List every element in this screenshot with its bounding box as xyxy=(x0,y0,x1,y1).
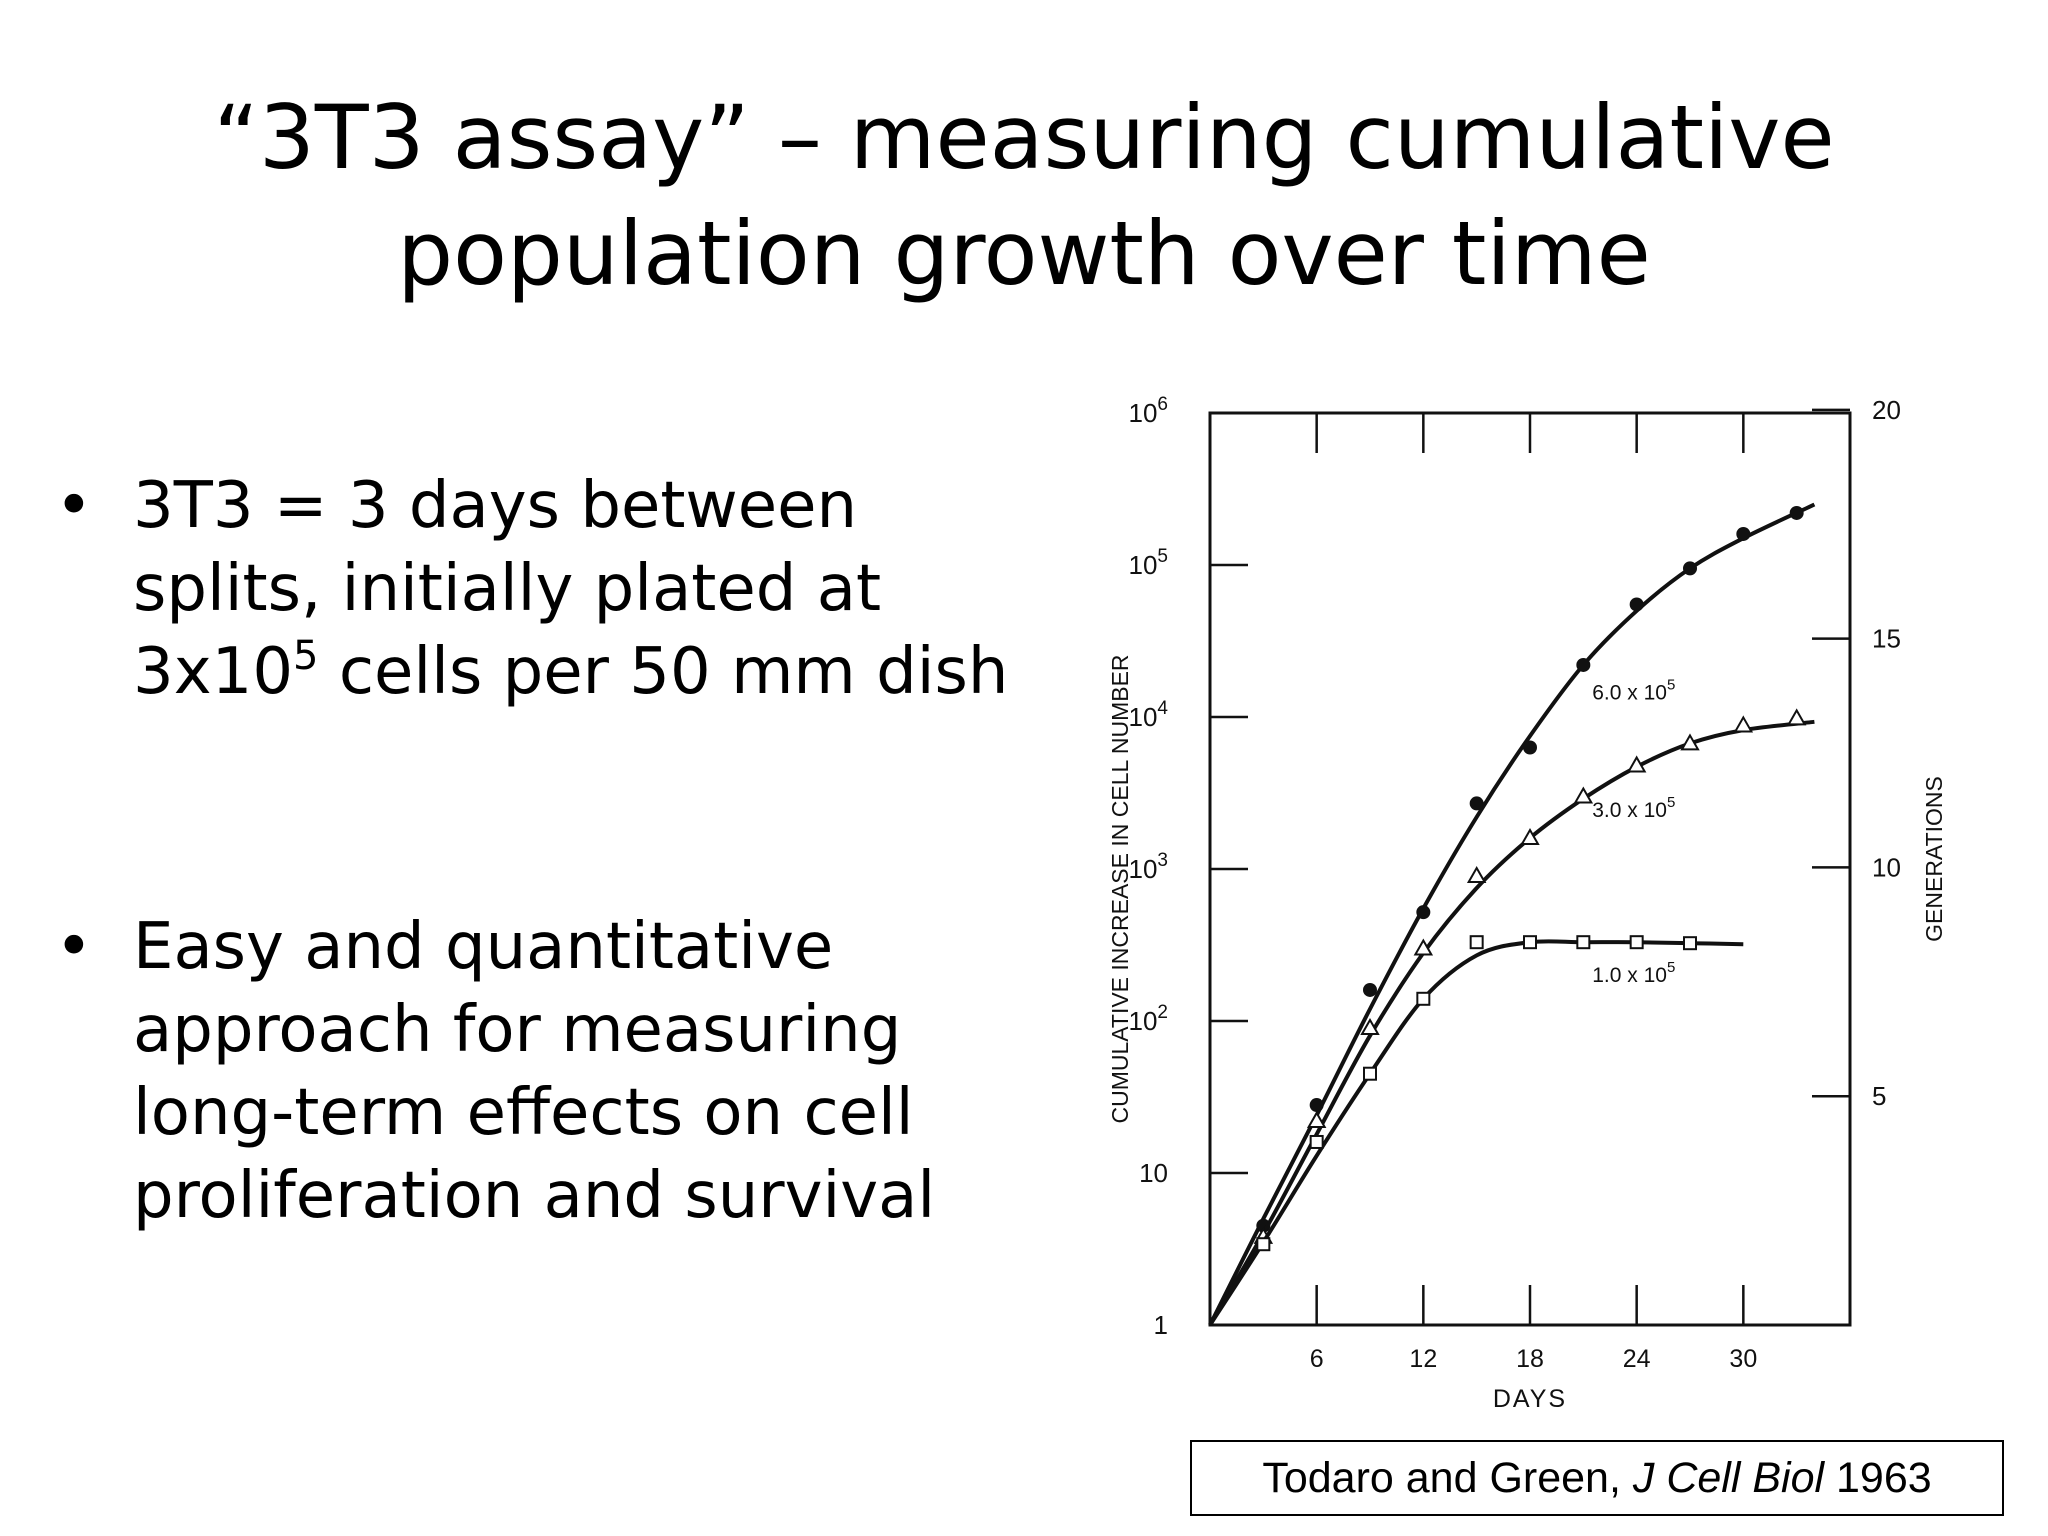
data-point-triangle xyxy=(1786,708,1807,726)
bullet-line: 3T3 = 3 days between xyxy=(133,469,858,543)
data-point-square xyxy=(1256,1237,1271,1252)
data-point-square xyxy=(1363,1066,1377,1081)
data-point-triangle xyxy=(1573,786,1594,804)
bullet-item-3t3: • 3T3 = 3 days between splits, initially… xyxy=(55,465,1035,714)
data-point-square xyxy=(1576,935,1591,950)
data-point-circle xyxy=(1576,657,1591,672)
data-point-circle xyxy=(1789,505,1804,520)
y2-tick-label: 15 xyxy=(1872,624,1901,654)
data-point-triangle xyxy=(1680,733,1700,751)
bullet-line-part: cells per 50 mm dish xyxy=(318,635,1009,709)
data-point-circle xyxy=(1523,740,1537,755)
series-2: 3.0 x 105 xyxy=(1208,708,1815,1327)
data-point-square xyxy=(1469,935,1484,950)
bullet-list: • 3T3 = 3 days between splits, initially… xyxy=(55,465,1035,1238)
citation-year: 1963 xyxy=(1824,1454,1932,1502)
bullet-line: approach for measuring xyxy=(133,993,902,1067)
series-label: 3.0 x 105 xyxy=(1592,794,1675,822)
data-point-circle xyxy=(1309,1098,1324,1113)
bullet-text: 3T3 = 3 days between splits, initially p… xyxy=(133,465,1035,714)
slide-title-line-1: “3T3 assay” – measuring cumulative xyxy=(213,86,1835,189)
series-1: 6.0 x 105 xyxy=(1208,502,1816,1326)
data-point-square xyxy=(1523,935,1537,950)
x-tick-label: 12 xyxy=(1409,1345,1437,1373)
data-point-triangle xyxy=(1520,827,1540,845)
slide-title-line-2: population growth over time xyxy=(397,202,1651,305)
y2-axis-label: GENERATIONS xyxy=(1921,776,1947,942)
data-point-triangle xyxy=(1413,938,1434,956)
data-point-circle xyxy=(1683,561,1697,576)
data-point-circle xyxy=(1736,526,1751,541)
bullet-item-approach: • Easy and quantitative approach for mea… xyxy=(55,906,1035,1238)
x-axis-label: DAYS xyxy=(1493,1385,1567,1413)
data-point-circle xyxy=(1363,982,1377,997)
superscript-exponent: 5 xyxy=(293,633,319,679)
y-tick-label: 105 xyxy=(1129,546,1169,580)
y-tick-label: 104 xyxy=(1129,698,1169,732)
x-tick-label: 18 xyxy=(1516,1345,1544,1373)
data-point-circle xyxy=(1416,905,1431,920)
citation-box: Todaro and Green, J Cell Biol 1963 xyxy=(1190,1440,2004,1516)
series-line xyxy=(1208,939,1744,1327)
slide-title: “3T3 assay” – measuring cumulative popul… xyxy=(0,80,2048,312)
data-point-circle xyxy=(1629,597,1644,612)
data-point-square xyxy=(1416,991,1431,1006)
data-point-triangle xyxy=(1306,1110,1327,1128)
series-line xyxy=(1208,719,1815,1327)
growth-chart: 1 10 102 103 104 105 106 6 12 18 24 30 5 10 15 20 6.0 x… xyxy=(1107,395,1947,1413)
data-point-triangle xyxy=(1626,755,1647,773)
bullet-marker: • xyxy=(55,910,93,984)
y-tick-label: 10 xyxy=(1139,1158,1168,1188)
series-label: 1.0 x 105 xyxy=(1592,959,1675,987)
citation-journal: J Cell Biol xyxy=(1632,1454,1825,1502)
citation-authors: Todaro and Green, xyxy=(1262,1454,1633,1502)
data-point-triangle xyxy=(1360,1017,1380,1035)
bullet-line: splits, initially plated at xyxy=(133,552,882,626)
data-point-triangle xyxy=(1466,865,1487,883)
data-point-square xyxy=(1683,936,1697,951)
bullet-line: long-term effects on cell xyxy=(133,1076,914,1150)
data-point-triangle xyxy=(1733,715,1754,733)
y2-tick-label: 5 xyxy=(1872,1081,1886,1111)
y-tick-label: 1 xyxy=(1154,1310,1168,1340)
series-3: 1.0 x 105 xyxy=(1208,935,1744,1327)
y-tick-label: 103 xyxy=(1129,850,1169,884)
x-tick-label: 30 xyxy=(1729,1345,1757,1373)
bullet-marker: • xyxy=(55,469,93,543)
bullet-text: Easy and quantitative approach for measu… xyxy=(133,906,1035,1238)
chart-series: 6.0 x 105 3.0 x 105 1.0 x 105 xyxy=(1208,502,1816,1327)
series-label: 6.0 x 105 xyxy=(1592,677,1675,705)
data-point-circle xyxy=(1469,796,1484,811)
x-tick-label: 6 xyxy=(1310,1345,1324,1373)
data-point-square xyxy=(1629,935,1644,950)
plot-frame xyxy=(1208,411,1852,1327)
data-point-square xyxy=(1309,1134,1324,1149)
y-tick-label: 102 xyxy=(1129,1002,1169,1036)
series-line xyxy=(1208,502,1816,1326)
y2-tick-label: 20 xyxy=(1872,395,1901,425)
bullet-line-part: 3x10 xyxy=(133,635,294,709)
bullet-line: proliferation and survival xyxy=(133,1159,936,1233)
chart-labels: DAYS CUMULATIVE INCREASE IN CELL NUMBER GE… xyxy=(1107,654,1947,1413)
bullet-line: Easy and quantitative xyxy=(133,910,834,984)
bullet-line: 3x105 cells per 50 mm dish xyxy=(133,631,1035,714)
chart-frame xyxy=(1208,411,1852,1327)
y-axis-label: CUMULATIVE INCREASE IN CELL NUMBER xyxy=(1107,654,1133,1123)
y-tick-label: 106 xyxy=(1129,395,1169,428)
x-tick-label: 24 xyxy=(1623,1345,1651,1373)
chart-axes: 1 10 102 103 104 105 106 6 12 18 24 30 5 10 15 20 xyxy=(1129,395,1901,1373)
y2-tick-label: 10 xyxy=(1872,852,1901,882)
